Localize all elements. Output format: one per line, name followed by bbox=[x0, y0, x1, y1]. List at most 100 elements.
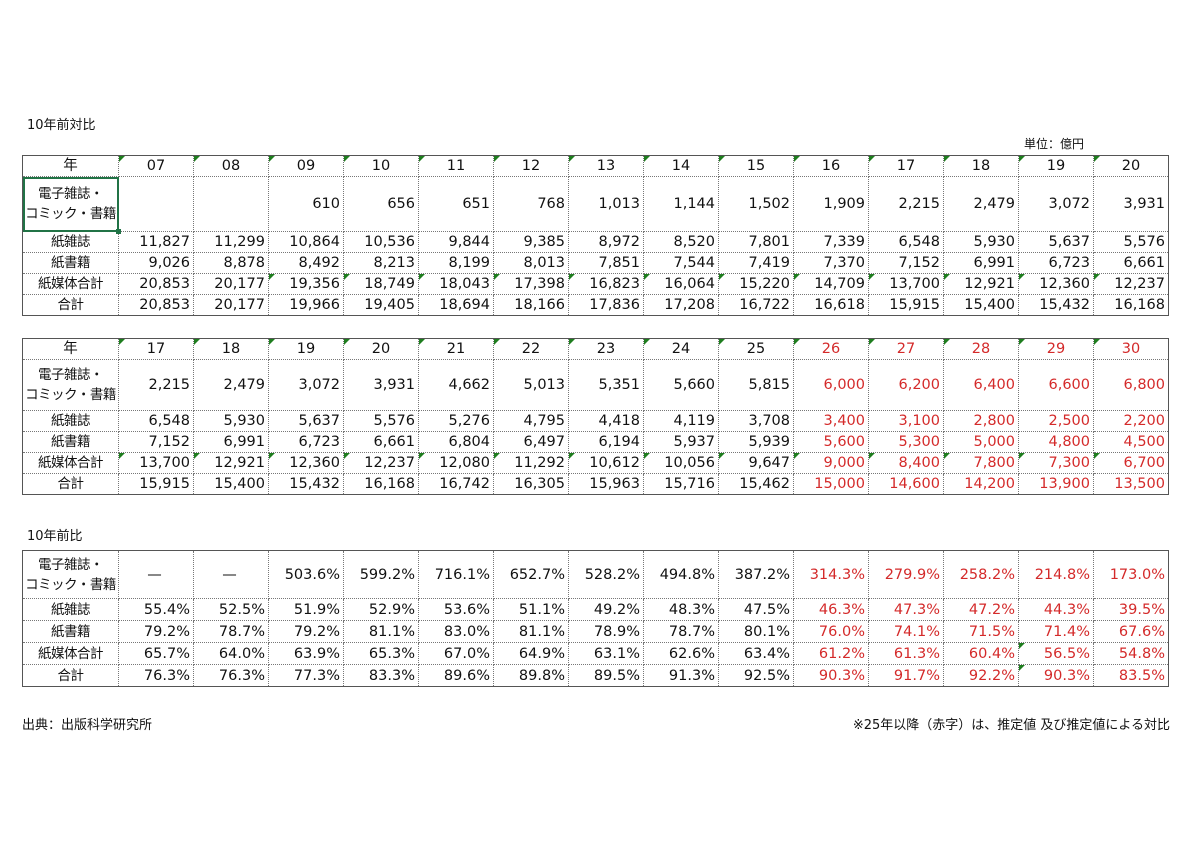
cell-paper-total[interactable]: 12,237 bbox=[1093, 273, 1169, 295]
cell-total[interactable]: 16,722 bbox=[718, 294, 794, 316]
cell-paper-books[interactable]: 5,939 bbox=[718, 431, 794, 453]
cell-paper-total[interactable]: 12,080 bbox=[418, 452, 494, 474]
cell-digital[interactable]: 1,144 bbox=[643, 176, 719, 232]
cell-digital[interactable]: 716.1% bbox=[418, 550, 494, 599]
year-header-cell[interactable]: 22 bbox=[493, 338, 569, 360]
cell-total[interactable]: 92.2% bbox=[943, 664, 1019, 687]
cell-total[interactable]: 18,694 bbox=[418, 294, 494, 316]
cell-total[interactable]: 89.6% bbox=[418, 664, 494, 687]
cell-paper-total[interactable]: 12,360 bbox=[1018, 273, 1094, 295]
cell-paper-total[interactable]: 64.0% bbox=[193, 642, 269, 665]
year-header-cell[interactable]: 20 bbox=[343, 338, 419, 360]
cell-paper-total[interactable]: 10,056 bbox=[643, 452, 719, 474]
cell-paper-magazines[interactable]: 11,827 bbox=[118, 231, 194, 253]
cell-paper-total[interactable]: 13,700 bbox=[118, 452, 194, 474]
year-header-cell[interactable]: 14 bbox=[643, 155, 719, 177]
cell-digital[interactable]: 494.8% bbox=[643, 550, 719, 599]
cell-paper-total[interactable]: 19,356 bbox=[268, 273, 344, 295]
year-header-cell[interactable]: 11 bbox=[418, 155, 494, 177]
cell-paper-total[interactable]: 10,612 bbox=[568, 452, 644, 474]
cell-digital[interactable]: 6,400 bbox=[943, 359, 1019, 411]
cell-total[interactable]: 15,716 bbox=[643, 473, 719, 495]
cell-paper-total[interactable]: 65.3% bbox=[343, 642, 419, 665]
cell-paper-magazines[interactable]: 9,385 bbox=[493, 231, 569, 253]
cell-digital[interactable]: 173.0% bbox=[1093, 550, 1169, 599]
cell-paper-magazines[interactable]: 7,339 bbox=[793, 231, 869, 253]
cell-digital[interactable]: 768 bbox=[493, 176, 569, 232]
cell-paper-magazines[interactable]: 3,100 bbox=[868, 410, 944, 432]
cell-paper-magazines[interactable]: 7,801 bbox=[718, 231, 794, 253]
cell-total[interactable]: 17,836 bbox=[568, 294, 644, 316]
cell-paper-total[interactable]: 64.9% bbox=[493, 642, 569, 665]
cell-paper-total[interactable]: 11,292 bbox=[493, 452, 569, 474]
cell-paper-total[interactable]: 16,823 bbox=[568, 273, 644, 295]
cell-paper-books[interactable]: 8,199 bbox=[418, 252, 494, 274]
cell-paper-books[interactable]: 80.1% bbox=[718, 620, 794, 643]
cell-paper-books[interactable]: 78.9% bbox=[568, 620, 644, 643]
cell-paper-total[interactable]: 63.9% bbox=[268, 642, 344, 665]
cell-paper-books[interactable]: 8,492 bbox=[268, 252, 344, 274]
cell-digital[interactable]: 651 bbox=[418, 176, 494, 232]
cell-digital[interactable]: 3,072 bbox=[1018, 176, 1094, 232]
year-header-cell[interactable]: 20 bbox=[1093, 155, 1169, 177]
row-label-paper-total[interactable]: 紙媒体合計 bbox=[22, 273, 119, 295]
cell-paper-total[interactable]: 18,043 bbox=[418, 273, 494, 295]
cell-total[interactable]: 14,600 bbox=[868, 473, 944, 495]
cell-paper-total[interactable]: 12,360 bbox=[268, 452, 344, 474]
cell-digital[interactable]: 6,800 bbox=[1093, 359, 1169, 411]
cell-total[interactable]: 18,166 bbox=[493, 294, 569, 316]
cell-total[interactable]: 16,742 bbox=[418, 473, 494, 495]
cell-paper-books[interactable]: 6,497 bbox=[493, 431, 569, 453]
cell-total[interactable]: 14,200 bbox=[943, 473, 1019, 495]
cell-total[interactable]: 13,500 bbox=[1093, 473, 1169, 495]
cell-total[interactable]: 91.7% bbox=[868, 664, 944, 687]
year-label[interactable]: 年 bbox=[22, 155, 119, 177]
cell-paper-magazines[interactable]: 55.4% bbox=[118, 598, 194, 621]
cell-paper-magazines[interactable]: 47.3% bbox=[868, 598, 944, 621]
cell-paper-books[interactable]: 83.0% bbox=[418, 620, 494, 643]
cell-digital[interactable]: 4,662 bbox=[418, 359, 494, 411]
cell-total[interactable]: 77.3% bbox=[268, 664, 344, 687]
cell-paper-books[interactable]: 5,600 bbox=[793, 431, 869, 453]
cell-digital[interactable]: 3,931 bbox=[1093, 176, 1169, 232]
cell-digital[interactable]: 528.2% bbox=[568, 550, 644, 599]
year-header-cell[interactable]: 21 bbox=[418, 338, 494, 360]
year-header-cell[interactable]: 08 bbox=[193, 155, 269, 177]
cell-paper-books[interactable]: 8,878 bbox=[193, 252, 269, 274]
cell-digital[interactable]: 1,909 bbox=[793, 176, 869, 232]
cell-paper-total[interactable]: 7,300 bbox=[1018, 452, 1094, 474]
cell-digital[interactable]: 6,000 bbox=[793, 359, 869, 411]
cell-digital[interactable]: 610 bbox=[268, 176, 344, 232]
cell-paper-books[interactable]: 8,213 bbox=[343, 252, 419, 274]
cell-paper-total[interactable]: 56.5% bbox=[1018, 642, 1094, 665]
cell-digital[interactable]: 5,013 bbox=[493, 359, 569, 411]
cell-paper-books[interactable]: 6,723 bbox=[1018, 252, 1094, 274]
cell-digital[interactable]: 2,215 bbox=[118, 359, 194, 411]
year-header-cell[interactable]: 23 bbox=[568, 338, 644, 360]
cell-digital[interactable]: 2,215 bbox=[868, 176, 944, 232]
cell-paper-books[interactable]: 7,851 bbox=[568, 252, 644, 274]
cell-paper-books[interactable]: 71.5% bbox=[943, 620, 1019, 643]
year-header-cell[interactable]: 17 bbox=[118, 338, 194, 360]
cell-paper-magazines[interactable]: 5,637 bbox=[268, 410, 344, 432]
row-label-total[interactable]: 合計 bbox=[22, 473, 119, 495]
cell-paper-total[interactable]: 63.1% bbox=[568, 642, 644, 665]
row-label-total[interactable]: 合計 bbox=[22, 664, 119, 687]
cell-digital[interactable]: 6,600 bbox=[1018, 359, 1094, 411]
year-header-cell[interactable]: 18 bbox=[193, 338, 269, 360]
cell-digital[interactable]: — bbox=[193, 550, 269, 599]
cell-paper-total[interactable]: 16,064 bbox=[643, 273, 719, 295]
cell-paper-books[interactable]: 6,991 bbox=[193, 431, 269, 453]
cell-total[interactable]: 83.5% bbox=[1093, 664, 1169, 687]
cell-paper-total[interactable]: 13,700 bbox=[868, 273, 944, 295]
cell-paper-books[interactable]: 7,152 bbox=[868, 252, 944, 274]
cell-paper-books[interactable]: 5,300 bbox=[868, 431, 944, 453]
cell-paper-total[interactable]: 61.2% bbox=[793, 642, 869, 665]
cell-total[interactable]: 15,400 bbox=[943, 294, 1019, 316]
cell-total[interactable]: 89.5% bbox=[568, 664, 644, 687]
cell-digital[interactable]: 258.2% bbox=[943, 550, 1019, 599]
cell-paper-total[interactable]: 62.6% bbox=[643, 642, 719, 665]
cell-total[interactable]: 13,900 bbox=[1018, 473, 1094, 495]
year-header-cell[interactable]: 09 bbox=[268, 155, 344, 177]
cell-paper-magazines[interactable]: 52.5% bbox=[193, 598, 269, 621]
